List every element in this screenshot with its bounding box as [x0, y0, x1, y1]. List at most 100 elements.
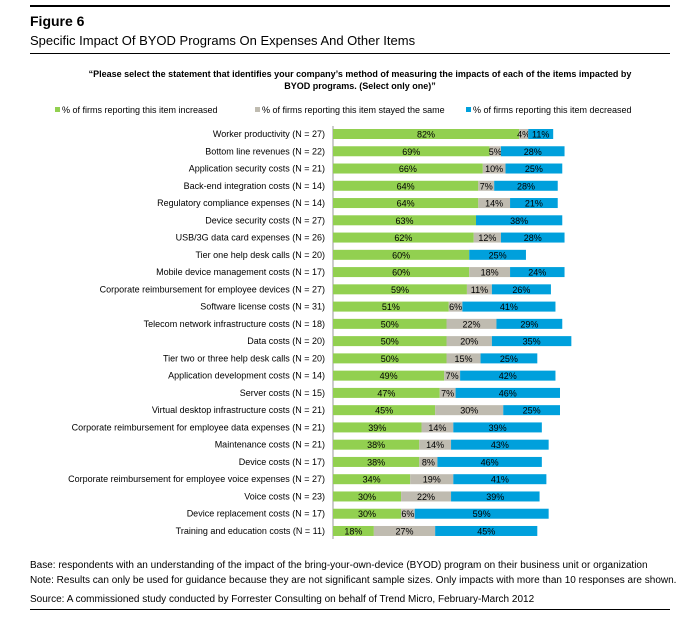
data-label: 38% — [510, 216, 528, 226]
bar-segment — [439, 387, 456, 398]
data-label: 29% — [520, 319, 538, 329]
bar-segment — [333, 198, 479, 209]
chart-title: Specific Impact Of BYOD Programs On Expe… — [30, 33, 416, 48]
bar-segment — [410, 474, 454, 485]
data-label: 7% — [480, 181, 493, 191]
bar-segment — [333, 456, 420, 467]
category-label: Corporate reimbursement for employee voi… — [68, 474, 325, 484]
legend-increased: % of firms reporting this item increased — [55, 105, 218, 115]
data-label: 28% — [517, 181, 535, 191]
bar-segment — [435, 525, 538, 536]
bar-segment — [333, 232, 474, 243]
bar-segment — [496, 318, 563, 329]
bar-segment — [419, 456, 438, 467]
bar-segment — [500, 146, 565, 157]
bar-segment — [478, 198, 511, 209]
bar-segment — [333, 336, 447, 347]
bar-segment — [333, 525, 374, 536]
data-label: 11% — [532, 130, 549, 140]
category-label: Application development costs (N = 14) — [168, 371, 325, 381]
category-label: Device costs (N = 17) — [239, 457, 325, 467]
data-label: 62% — [394, 233, 412, 243]
bar-segment — [419, 439, 452, 450]
category-label: Corporate reimbursement for employee dev… — [100, 284, 325, 294]
data-label: 50% — [381, 337, 399, 347]
bar-segment — [446, 318, 497, 329]
data-label: 64% — [397, 199, 415, 209]
data-label: 82% — [417, 130, 435, 140]
bar-segment — [333, 180, 479, 191]
data-label: 50% — [381, 319, 399, 329]
base-note: Base: respondents with an understanding … — [30, 560, 648, 571]
bar-segment — [333, 267, 470, 278]
bottom-rule — [30, 609, 670, 610]
bar-segment — [473, 232, 501, 243]
bar-segment — [333, 370, 445, 381]
data-label: 15% — [455, 354, 473, 364]
data-label: 28% — [524, 233, 542, 243]
bar-segment — [333, 301, 449, 312]
data-label: 21% — [525, 199, 543, 209]
bar-segment — [401, 508, 415, 519]
bar-segment — [462, 301, 556, 312]
bar-segment — [401, 491, 452, 502]
data-label: 38% — [367, 457, 385, 467]
category-label: Training and education costs (N = 11) — [176, 526, 325, 536]
bar-segment — [455, 387, 560, 398]
data-label: 30% — [358, 492, 376, 502]
category-label: Voice costs (N = 23) — [244, 491, 325, 501]
category-label: Corporate reimbursement for employee dat… — [72, 422, 325, 432]
legend-decreased: % of firms reporting this item decreased — [466, 105, 632, 115]
category-label: USB/3G data card expenses (N = 26) — [176, 233, 325, 243]
data-label: 28% — [524, 147, 542, 157]
top-rule — [30, 5, 670, 7]
category-label: Maintenance costs (N = 21) — [215, 440, 325, 450]
bar-segment — [444, 370, 461, 381]
data-label: 41% — [491, 475, 509, 485]
data-label: 51% — [382, 302, 400, 312]
data-label: 25% — [489, 250, 507, 260]
category-label: Device replacement costs (N = 17) — [187, 509, 325, 519]
data-label: 18% — [481, 268, 499, 278]
category-label: Regulatory compliance expenses (N = 14) — [157, 198, 325, 208]
bar-segment — [333, 405, 436, 416]
bar-segment — [453, 422, 542, 433]
category-label: Application security costs (N = 21) — [189, 164, 325, 174]
bar-segment — [333, 146, 490, 157]
legend-same: % of firms reporting this item stayed th… — [255, 105, 445, 115]
bar-segment — [333, 508, 402, 519]
data-label: 14% — [485, 199, 503, 209]
category-label: Bottom line revenues (N = 22) — [205, 146, 325, 156]
bar-segment — [333, 129, 520, 139]
data-label: 45% — [375, 406, 393, 416]
data-label: 14% — [428, 423, 446, 433]
data-label: 38% — [367, 440, 385, 450]
category-label: Telecom network infrastructure costs (N … — [144, 319, 325, 329]
category-label: Software license costs (N = 31) — [200, 302, 325, 312]
data-label: 60% — [392, 268, 410, 278]
bar-segment — [448, 301, 463, 312]
bar-segment — [333, 163, 483, 174]
bar-segment — [466, 284, 492, 295]
data-label: 26% — [512, 285, 530, 295]
data-label: 46% — [499, 388, 517, 398]
bar-segment — [421, 422, 454, 433]
data-label: 43% — [491, 440, 509, 450]
bar-segment — [503, 405, 560, 416]
data-label: 47% — [377, 388, 395, 398]
category-label: Device security costs (N = 27) — [205, 215, 325, 225]
bar-segment — [446, 353, 481, 364]
data-label: 59% — [473, 509, 491, 519]
legend-label: % of firms reporting this item stayed th… — [262, 105, 445, 115]
data-label: 11% — [471, 285, 488, 295]
data-label: 22% — [462, 319, 480, 329]
data-label: 30% — [358, 509, 376, 519]
bar-segment — [451, 491, 540, 502]
bar-segment — [476, 215, 563, 226]
bar-segment — [373, 525, 436, 536]
sample-note: Note: Results can only be used for guida… — [30, 575, 677, 586]
data-label: 46% — [481, 457, 499, 467]
category-label: Server costs (N = 15) — [240, 388, 325, 398]
bar-segment — [494, 180, 558, 191]
data-label: 66% — [399, 164, 417, 174]
